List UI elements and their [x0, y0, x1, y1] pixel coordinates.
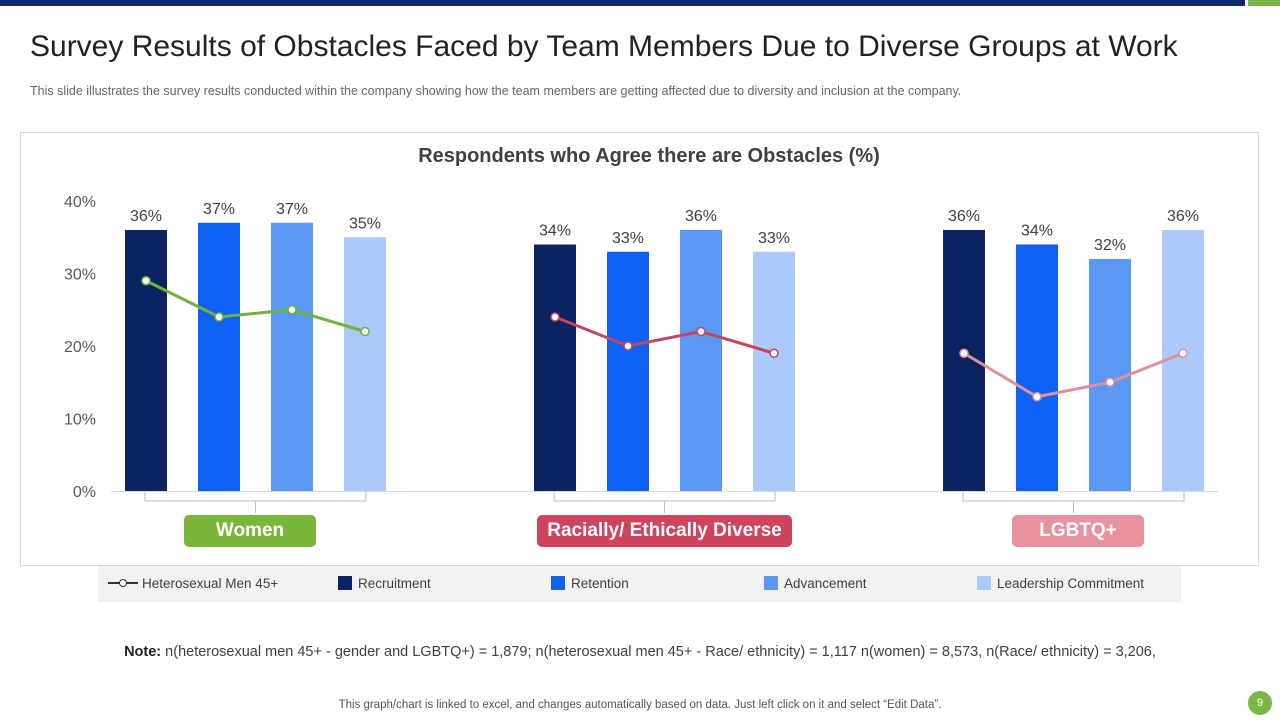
category-label-lgbtq: LGBTQ+ [1012, 515, 1144, 547]
y-tick-label: 10% [64, 412, 96, 429]
bar [198, 222, 240, 491]
bar [534, 244, 576, 491]
bar [344, 237, 386, 491]
page-subtitle: This slide illustrates the survey result… [30, 84, 962, 98]
line-point [696, 326, 706, 337]
chart-container[interactable]: Respondents who Agree there are Obstacle… [20, 132, 1259, 566]
legend-item-heterosexual-men[interactable]: Heterosexual Men 45+ [108, 566, 278, 602]
line-point [769, 348, 779, 358]
legend-label: Retention [571, 576, 629, 591]
bar-chart[interactable]: Respondents who Agree there are Obstacle… [21, 133, 1258, 565]
square-swatch-icon [977, 576, 991, 591]
line-point [360, 326, 370, 337]
sample-size-note: Note: n(heterosexual men 45+ - gender an… [0, 644, 1280, 660]
category-label-racially-diverse: Racially/ Ethically Diverse [537, 515, 792, 547]
data-label: 36% [685, 208, 717, 225]
data-label: 32% [1094, 237, 1126, 254]
data-label: 36% [1167, 208, 1199, 225]
y-tick-label: 30% [64, 267, 96, 284]
data-label: 36% [948, 208, 980, 225]
line-point [287, 305, 297, 315]
note-label: Note: [124, 644, 162, 660]
data-label: 37% [276, 201, 308, 218]
bar [1162, 230, 1204, 491]
category-bracket [553, 491, 776, 502]
data-label: 37% [203, 201, 235, 218]
category-label-women: Women [184, 515, 316, 547]
line-point [214, 312, 224, 322]
data-label: 33% [758, 230, 790, 247]
data-label: 34% [539, 223, 571, 240]
footer-text: This graph/chart is linked to excel, and… [338, 699, 942, 711]
legend-item-retention[interactable]: Retention [551, 566, 629, 602]
square-swatch-icon [338, 576, 352, 591]
y-tick-label: 40% [64, 194, 96, 211]
top-accent-bar [0, 0, 1245, 6]
data-label: 36% [130, 208, 162, 225]
bar [271, 222, 313, 491]
trend-line [963, 351, 1184, 399]
trend-line [145, 279, 366, 333]
note-text: n(heterosexual men 45+ - gender and LGBT… [165, 644, 1156, 660]
line-point [1105, 377, 1115, 387]
line-marker-icon [108, 576, 138, 590]
chart-title: Respondents who Agree there are Obstacle… [418, 145, 880, 167]
category-bracket [962, 491, 1185, 502]
line-point [1032, 392, 1042, 402]
bar [680, 230, 722, 491]
bar [1016, 244, 1058, 491]
legend-label: Advancement [784, 576, 867, 591]
top-green-accent [1248, 0, 1280, 6]
line-point [550, 312, 560, 322]
chart-legend: Heterosexual Men 45+ Recruitment Retenti… [98, 566, 1181, 602]
data-label: 35% [349, 215, 381, 232]
bar [753, 251, 795, 491]
y-tick-label: 20% [64, 339, 96, 356]
bar [607, 251, 649, 491]
trend-line [554, 315, 775, 355]
legend-item-advancement[interactable]: Advancement [764, 566, 867, 602]
category-bracket [144, 491, 367, 502]
bar [125, 230, 167, 491]
legend-item-recruitment[interactable]: Recruitment [338, 566, 431, 602]
line-point [959, 348, 969, 358]
line-point [1178, 348, 1188, 358]
page-number-badge: 9 [1248, 691, 1272, 715]
line-point [623, 341, 633, 351]
y-tick-label: 0% [73, 484, 96, 501]
legend-label: Recruitment [358, 576, 431, 591]
data-label: 33% [612, 230, 644, 247]
page-title: Survey Results of Obstacles Faced by Tea… [30, 30, 1178, 63]
square-swatch-icon [551, 576, 565, 591]
legend-item-leadership-commitment[interactable]: Leadership Commitment [977, 566, 1144, 602]
legend-label: Heterosexual Men 45+ [142, 576, 279, 591]
data-label: 34% [1021, 223, 1053, 240]
line-point [141, 276, 151, 286]
bar [1089, 259, 1131, 491]
square-swatch-icon [764, 576, 778, 591]
legend-label: Leadership Commitment [997, 576, 1145, 591]
